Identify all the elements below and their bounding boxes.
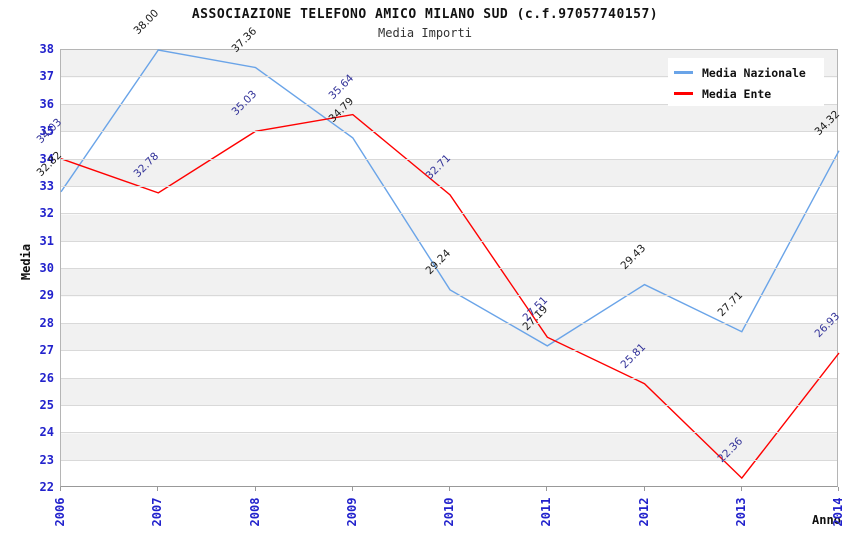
x-axis-tick (60, 487, 61, 491)
legend-line-icon (674, 92, 693, 95)
y-tick-label: 38 (39, 42, 54, 56)
x-axis-tick (838, 487, 839, 491)
legend-entry-media-nazionale: Media Nazionale (674, 62, 824, 83)
gridline (61, 240, 837, 242)
x-tick-label: 2007 (150, 497, 165, 527)
x-axis-tick (254, 487, 256, 491)
x-tick-label: 2012 (636, 497, 651, 527)
legend-entry-media-ente: Media Ente (674, 83, 824, 104)
y-tick-label: 34 (39, 151, 54, 166)
chart-title: ASSOCIAZIONE TELEFONO AMICO MILANO SUD (… (191, 7, 659, 22)
series-lines (60, 49, 840, 480)
gridline (61, 76, 837, 78)
chart-subtitle: Media Importi (378, 26, 472, 40)
series-line-media-nazionale (60, 49, 840, 347)
y-tick-label: 26 (39, 370, 54, 385)
gridline (61, 377, 837, 379)
x-axis-tick (351, 487, 353, 491)
x-axis-tick (157, 487, 159, 491)
x-axis-tick (643, 487, 645, 491)
y-tick-label: 36 (39, 96, 54, 111)
x-tick-label: 2010 (442, 497, 456, 527)
y-tick-label: 31 (39, 233, 54, 248)
x-tick-label: 2013 (733, 497, 748, 527)
x-tick-label: 2008 (247, 497, 262, 527)
gridline (61, 295, 837, 297)
series-line-media-ente (60, 113, 840, 480)
gridline (61, 322, 837, 324)
gridline (61, 350, 837, 352)
y-tick-label: 25 (39, 397, 54, 412)
y-tick-label: 28 (39, 315, 54, 330)
gridline (61, 432, 837, 434)
gridline (61, 459, 837, 461)
x-axis-tick (546, 487, 548, 491)
y-tick-label: 33 (39, 178, 54, 193)
legend: Media Nazionale Media Ente (668, 58, 824, 106)
gridline (61, 268, 837, 269)
x-tick-label: 2006 (53, 497, 67, 527)
y-tick-label: 29 (39, 288, 54, 303)
y-tick-label: 30 (39, 261, 54, 275)
y-tick-label: 32 (39, 206, 54, 221)
plot-area (60, 49, 840, 487)
y-tick-label: 23 (39, 452, 54, 467)
legend-label: Media Nazionale (702, 65, 806, 80)
x-axis-tick (740, 487, 742, 491)
y-tick-label: 35 (39, 124, 54, 139)
gridline (61, 404, 837, 406)
x-tick-label: 2014 (831, 497, 845, 527)
y-tick-label: 37 (39, 69, 54, 84)
y-tick-label: 22 (39, 480, 54, 494)
legend-line-icon (674, 71, 693, 74)
x-axis-title: Anno (812, 513, 841, 527)
gridline (61, 158, 837, 160)
x-axis-tick (449, 487, 450, 491)
gridline (61, 103, 837, 105)
x-tick-label: 2009 (344, 497, 359, 527)
x-tick-label: 2011 (539, 497, 554, 527)
gridline (61, 131, 837, 133)
gridline (61, 185, 837, 187)
y-tick-label: 24 (39, 425, 54, 440)
legend-label: Media Ente (702, 86, 772, 101)
gridline (61, 213, 837, 215)
y-tick-label: 27 (39, 343, 54, 358)
